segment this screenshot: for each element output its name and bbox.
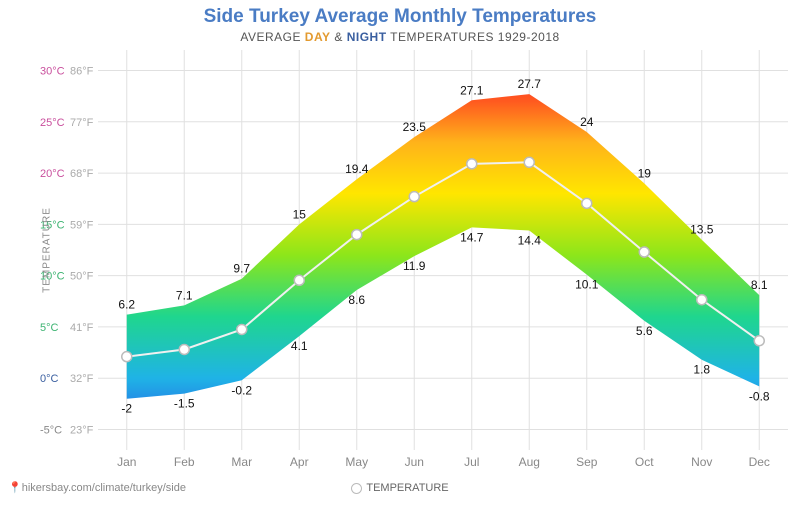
svg-text:May: May: [345, 455, 368, 469]
svg-text:Sep: Sep: [576, 455, 598, 469]
svg-text:23°F: 23°F: [70, 424, 94, 436]
svg-text:Nov: Nov: [691, 455, 712, 469]
chart-subtitle: AVERAGE DAY & NIGHT TEMPERATURES 1929-20…: [0, 30, 800, 44]
svg-text:23.5: 23.5: [403, 120, 427, 134]
source-link[interactable]: 📍hikersbay.com/climate/turkey/side: [8, 481, 186, 494]
svg-text:9.7: 9.7: [233, 262, 250, 276]
svg-text:Oct: Oct: [635, 455, 654, 469]
svg-text:-2: -2: [121, 402, 132, 416]
svg-text:Feb: Feb: [174, 455, 195, 469]
chart-container: Side Turkey Average Monthly Temperatures…: [0, 0, 800, 500]
svg-text:Jun: Jun: [405, 455, 424, 469]
svg-text:13.5: 13.5: [690, 223, 714, 237]
svg-text:15: 15: [293, 207, 307, 221]
svg-text:77°F: 77°F: [70, 117, 94, 129]
svg-text:-0.8: -0.8: [749, 389, 770, 403]
svg-text:59°F: 59°F: [70, 219, 94, 231]
svg-text:20°C: 20°C: [40, 168, 65, 180]
subtitle-post: TEMPERATURES 1929-2018: [387, 30, 560, 44]
svg-text:Apr: Apr: [290, 455, 309, 469]
svg-text:5.6: 5.6: [636, 324, 653, 338]
svg-text:Aug: Aug: [519, 455, 540, 469]
svg-text:11.9: 11.9: [403, 259, 426, 273]
svg-text:1.8: 1.8: [693, 363, 710, 377]
svg-text:14.7: 14.7: [460, 230, 484, 244]
svg-text:25°C: 25°C: [40, 117, 65, 129]
svg-text:41°F: 41°F: [70, 322, 94, 334]
subtitle-night: NIGHT: [347, 30, 387, 44]
chart-title: Side Turkey Average Monthly Temperatures: [0, 6, 800, 28]
svg-text:27.7: 27.7: [518, 77, 542, 91]
svg-text:7.1: 7.1: [176, 288, 193, 302]
y-axis-label: TEMPERATURE: [41, 207, 52, 293]
svg-text:-1.5: -1.5: [174, 397, 195, 411]
chart-svg: -5°C23°F0°C32°F5°C41°F10°C50°F15°C59°F20…: [0, 0, 800, 500]
svg-text:19.4: 19.4: [345, 162, 369, 176]
subtitle-amp: &: [331, 30, 347, 44]
legend-marker-icon: [351, 483, 362, 494]
pin-icon: 📍: [8, 482, 22, 494]
legend-label: TEMPERATURE: [366, 482, 448, 494]
svg-text:10.1: 10.1: [575, 278, 599, 292]
svg-text:14.4: 14.4: [518, 234, 542, 248]
svg-text:86°F: 86°F: [70, 66, 94, 78]
svg-text:19: 19: [638, 166, 652, 180]
svg-text:8.1: 8.1: [751, 278, 768, 292]
svg-text:0°C: 0°C: [40, 373, 59, 385]
svg-text:Mar: Mar: [231, 455, 252, 469]
svg-text:50°F: 50°F: [70, 271, 94, 283]
svg-text:8.6: 8.6: [348, 293, 365, 307]
svg-text:27.1: 27.1: [460, 83, 484, 97]
svg-text:Jul: Jul: [464, 455, 479, 469]
svg-text:24: 24: [580, 115, 594, 129]
svg-text:32°F: 32°F: [70, 373, 94, 385]
subtitle-day: DAY: [305, 30, 331, 44]
svg-text:30°C: 30°C: [40, 66, 65, 78]
source-text: hikersbay.com/climate/turkey/side: [22, 482, 186, 494]
svg-text:Jan: Jan: [117, 455, 136, 469]
svg-text:6.2: 6.2: [118, 298, 135, 312]
svg-text:-0.2: -0.2: [231, 383, 252, 397]
svg-text:5°C: 5°C: [40, 322, 59, 334]
svg-text:Dec: Dec: [749, 455, 770, 469]
subtitle-pre: AVERAGE: [240, 30, 304, 44]
svg-text:68°F: 68°F: [70, 168, 94, 180]
svg-text:-5°C: -5°C: [40, 424, 62, 436]
svg-text:4.1: 4.1: [291, 339, 308, 353]
